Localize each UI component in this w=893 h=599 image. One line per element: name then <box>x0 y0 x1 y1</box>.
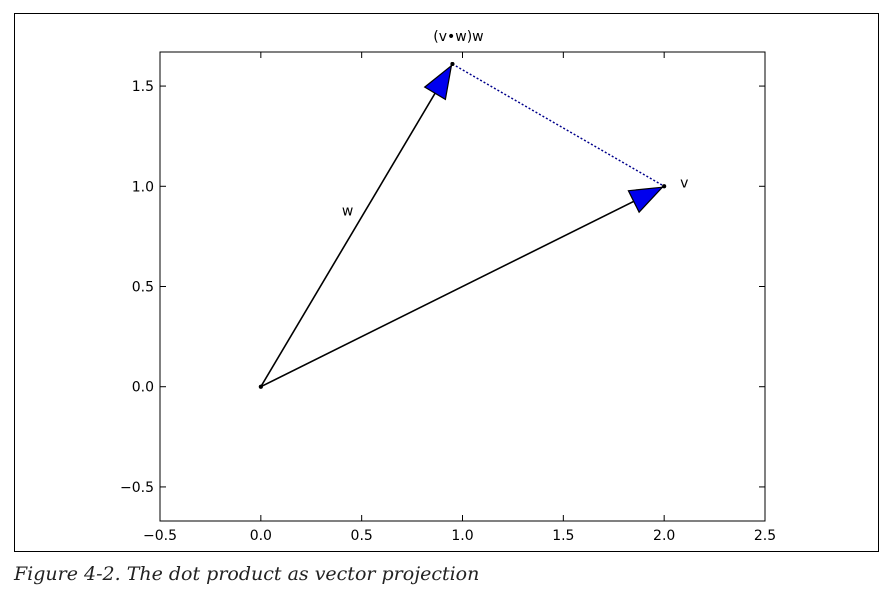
x-axis-ticks: −0.5 0.0 0.5 1.0 1.5 2.0 2.5 <box>143 52 776 544</box>
series-projection-end-point <box>662 184 667 189</box>
x-tick-label: 2.0 <box>653 528 675 544</box>
y-tick-label: 1.5 <box>132 79 154 95</box>
x-tick-label: 0.5 <box>351 528 373 544</box>
y-tick-label: 0.0 <box>132 380 154 396</box>
series-projection-line <box>452 63 665 187</box>
y-tick-label: 0.5 <box>132 280 154 296</box>
y-axis-ticks: −0.5 0.0 0.5 1.0 1.5 <box>120 79 765 496</box>
x-tick-label: 2.5 <box>754 528 776 544</box>
series-w-arrowhead <box>423 64 453 101</box>
annotation-label: v <box>680 175 688 191</box>
annotation-label: w <box>342 203 353 219</box>
series-projection-start-point <box>450 62 455 67</box>
series-v-arrowhead <box>627 186 664 214</box>
vector-series <box>258 62 667 389</box>
series-v-line <box>260 185 665 388</box>
y-tick-label: 1.0 <box>132 179 154 195</box>
figure-caption: Figure 4-2. The dot product as vector pr… <box>14 563 480 585</box>
series-w-start-point <box>258 384 263 389</box>
x-tick-label: −0.5 <box>143 528 177 544</box>
x-tick-label: 1.5 <box>552 528 574 544</box>
series-w-line <box>260 63 454 388</box>
y-tick-label: −0.5 <box>120 480 154 496</box>
annotation-label: (v•w)w <box>433 29 483 45</box>
x-tick-label: 1.0 <box>451 528 473 544</box>
vector-projection-chart: −0.5 0.0 0.5 1.0 1.5 2.0 2.5 −0.50.00.51.01.5 … <box>120 29 776 544</box>
annotations: v w (v•w)w <box>342 29 689 219</box>
x-tick-label: 0.0 <box>250 528 272 544</box>
